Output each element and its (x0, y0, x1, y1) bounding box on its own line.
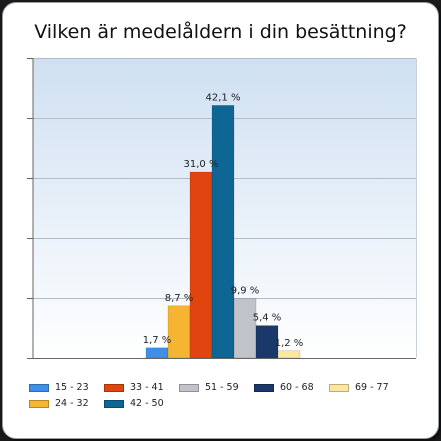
legend-item-2: 33 - 41 (104, 382, 164, 393)
legend-label: 69 - 77 (355, 382, 389, 393)
data-label-4: 9,9 % (231, 286, 260, 297)
bar-0 (145, 347, 169, 359)
data-label-1: 8,7 % (165, 293, 194, 304)
legend-item-6: 69 - 77 (329, 382, 389, 393)
legend-swatch (104, 383, 124, 392)
bar-6 (277, 350, 301, 359)
legend-label: 15 - 23 (55, 382, 89, 393)
bar-4 (233, 298, 257, 359)
legend-item-3: 42 - 50 (104, 398, 164, 409)
data-label-0: 1,7 % (143, 335, 172, 346)
bar-3 (211, 105, 235, 359)
legend-swatch (329, 383, 349, 392)
data-label-5: 5,4 % (253, 313, 282, 324)
legend-swatch (254, 383, 274, 392)
legend-item-0: 15 - 23 (29, 382, 89, 393)
legend-label: 33 - 41 (130, 382, 164, 393)
legend: 15 - 23 24 - 32 33 - 41 42 - 50 51 - 59 60 - … (29, 382, 429, 416)
legend-swatch (179, 383, 199, 392)
legend-item-4: 51 - 59 (179, 382, 239, 393)
legend-label: 42 - 50 (130, 398, 164, 409)
legend-swatch (104, 399, 124, 408)
legend-label: 24 - 32 (55, 398, 89, 409)
chart-title: Vilken är medelåldern i din besättning? (34, 21, 407, 43)
bar-2 (189, 171, 213, 359)
legend-item-5: 60 - 68 (254, 382, 314, 393)
data-label-3: 42,1 % (206, 92, 241, 103)
data-label-6: 1,2 % (275, 338, 304, 349)
data-label-2: 31,0 % (184, 159, 219, 170)
chart-plot: 1,7 % 8,7 % 31,0 % 42,1 % 9,9 % 5,4 % 1,2 % (27, 58, 417, 359)
legend-label: 60 - 68 (280, 382, 314, 393)
legend-swatch (29, 399, 49, 408)
legend-label: 51 - 59 (205, 382, 239, 393)
legend-item-1: 24 - 32 (29, 398, 89, 409)
bar-1 (167, 305, 191, 359)
legend-swatch (29, 383, 49, 392)
